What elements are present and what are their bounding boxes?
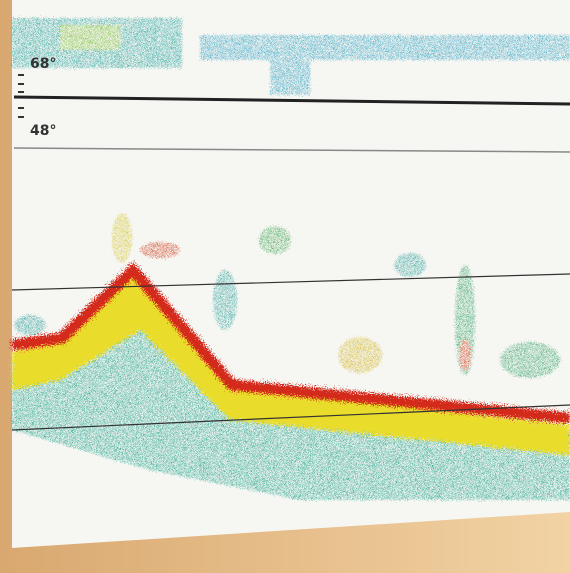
range-line (11, 273, 570, 291)
upper-temperature: 68° (30, 56, 56, 72)
temperature-line (13, 95, 570, 106)
bottom-echo (11, 262, 570, 500)
depth-line (13, 147, 570, 153)
range-line (11, 404, 570, 431)
scale-ticks (18, 74, 24, 118)
surface-clutter (12, 18, 570, 95)
lower-temperature: 48° (30, 123, 56, 139)
fish-echoes (14, 213, 560, 378)
